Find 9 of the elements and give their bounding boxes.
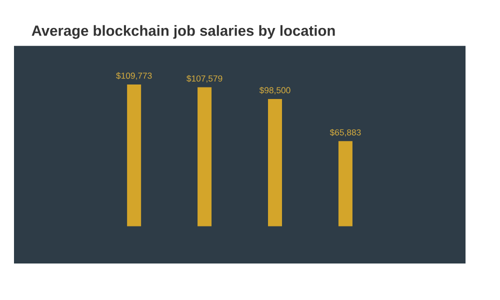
data-label: $98,500 <box>259 86 290 94</box>
bar <box>127 84 142 226</box>
data-label: $107,579 <box>186 75 222 83</box>
bar <box>338 141 352 226</box>
data-label: $109,773 <box>116 72 152 80</box>
bar <box>198 87 212 226</box>
chart-title: Average blockchain job salaries by location <box>32 25 335 39</box>
data-label: $65,883 <box>330 128 361 136</box>
bar <box>268 99 282 226</box>
